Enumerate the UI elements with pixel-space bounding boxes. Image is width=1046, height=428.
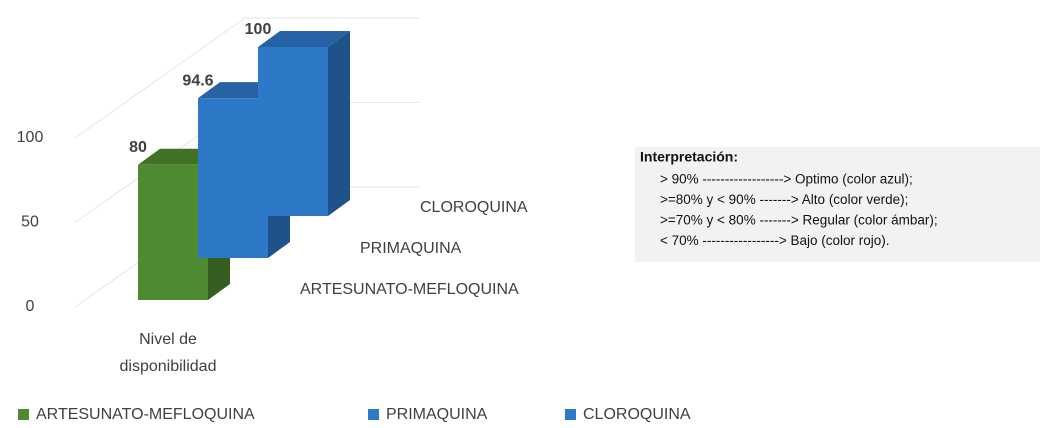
legend-swatch	[368, 409, 379, 420]
annotation-line: >=70% y < 80% -------> Regular (color ám…	[660, 213, 938, 228]
bar	[198, 98, 268, 258]
legend-label: PRIMAQUINA	[386, 406, 488, 423]
bar	[258, 47, 328, 216]
legend-swatch	[565, 409, 576, 420]
y-tick-label: 100	[17, 129, 44, 146]
legend-label: ARTESUNATO-MEFLOQUINA	[36, 406, 255, 423]
annotation-line: > 90% ------------------> Optimo (color …	[660, 172, 913, 187]
bar-side	[328, 31, 350, 216]
annotation-line: >=80% y < 90% -------> Alto (color verde…	[660, 192, 908, 207]
data-label: 80	[129, 139, 147, 156]
legend-swatch	[18, 409, 29, 420]
annotation-box	[635, 147, 1040, 262]
grid-line	[74, 17, 420, 139]
depth-label: ARTESUNATO-MEFLOQUINA	[300, 281, 519, 298]
annotation-title: Interpretación:	[640, 149, 738, 165]
x-tick-label: Nivel de disponibilidad	[120, 331, 217, 375]
bar-top	[258, 31, 350, 47]
depth-label: CLOROQUINA	[420, 199, 528, 216]
bar	[138, 164, 208, 300]
data-label: 100	[245, 21, 272, 38]
depth-label: PRIMAQUINA	[360, 240, 462, 257]
y-tick-label: 0	[26, 298, 35, 315]
data-label: 94.6	[182, 72, 213, 89]
y-tick-label: 50	[21, 214, 39, 231]
legend-label: CLOROQUINA	[583, 406, 691, 423]
annotation-line: < 70% -----------------> Bajo (color roj…	[660, 233, 890, 248]
